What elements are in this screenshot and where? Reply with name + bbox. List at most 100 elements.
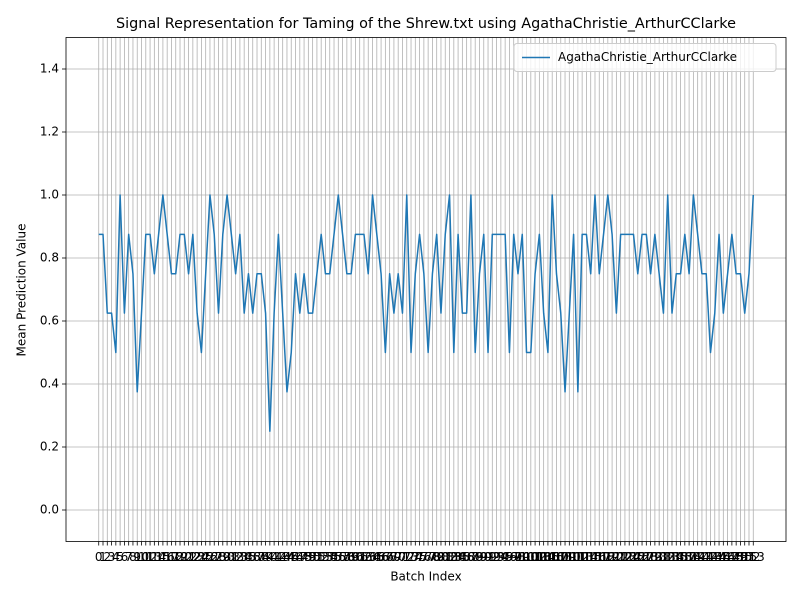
x-tick-label: 124: [618, 550, 641, 564]
x-tick-label: 25: [198, 550, 213, 564]
x-tick-label: 30: [219, 550, 234, 564]
x-tick-label: 86: [459, 550, 474, 564]
x-tick-label: 23: [189, 550, 204, 564]
x-tick-label: 59: [343, 550, 358, 564]
x-tick-label: 0: [95, 550, 103, 564]
x-tick-label: 81: [438, 550, 453, 564]
x-tick-label: 143: [699, 550, 722, 564]
x-tick-label: 75: [412, 550, 427, 564]
x-tick-label: 43: [275, 550, 290, 564]
x-tick-label: 100: [515, 550, 538, 564]
axes-frame: [65, 37, 787, 542]
x-tick-label: 95: [498, 550, 513, 564]
x-tick-label: 3: [108, 550, 116, 564]
y-tick-label: 0.8: [40, 251, 59, 265]
y-tick-label: 0.4: [40, 377, 59, 391]
x-tick-label: 134: [661, 550, 684, 564]
x-tick-label: 41: [266, 550, 281, 564]
x-tick-label: 126: [626, 550, 649, 564]
x-tick-label: 8: [129, 550, 137, 564]
x-tick-label: 148: [720, 550, 743, 564]
x-tick-label: 98: [510, 550, 525, 564]
x-tick-label: 54: [322, 550, 337, 564]
x-tick-label: 46: [288, 550, 303, 564]
x-tick-label: 78: [425, 550, 440, 564]
x-tick-label: 104: [532, 550, 555, 564]
x-tick-label: 108: [549, 550, 572, 564]
x-tick-label: 33: [232, 550, 247, 564]
x-tick-label: 131: [648, 550, 671, 564]
x-tick-label: 64: [365, 550, 380, 564]
x-tick-label: 38: [254, 550, 269, 564]
x-tick-label: 34: [237, 550, 252, 564]
x-tick-label: 12: [142, 550, 157, 564]
x-tick-label: 101: [519, 550, 542, 564]
x-tick-label: 76: [416, 550, 431, 564]
x-tick-label: 5: [116, 550, 124, 564]
x-tick-label: 133: [656, 550, 679, 564]
x-tick-label: 73: [403, 550, 418, 564]
x-tick-label: 79: [429, 550, 444, 564]
x-tick-label: 116: [584, 550, 607, 564]
x-tick-label: 2: [103, 550, 111, 564]
x-tick-label: 89: [472, 550, 487, 564]
x-tick-label: 4: [112, 550, 120, 564]
x-tick-label: 68: [382, 550, 397, 564]
x-tick-label: 139: [682, 550, 705, 564]
x-tick-label: 20: [177, 550, 192, 564]
x-tick-label: 93: [489, 550, 504, 564]
x-tick-label: 50: [305, 550, 320, 564]
x-tick-label: 31: [224, 550, 239, 564]
x-tick-label: 137: [673, 550, 696, 564]
x-tick-label: 94: [493, 550, 508, 564]
x-tick-label: 102: [524, 550, 547, 564]
x-tick-label: 113: [571, 550, 594, 564]
x-tick-label: 144: [703, 550, 726, 564]
x-tick-label: 96: [502, 550, 517, 564]
x-tick-label: 106: [541, 550, 564, 564]
x-tick-label: 47: [292, 550, 307, 564]
y-tick-label: 0.2: [40, 440, 59, 454]
y-tick-label: 1.0: [40, 188, 59, 202]
x-tick-label: 7: [125, 550, 133, 564]
x-tick-label: 18: [168, 550, 183, 564]
x-tick-label: 10: [134, 550, 149, 564]
x-tick-label: 147: [716, 550, 739, 564]
data-line: [98, 194, 755, 432]
x-tick-label: 149: [725, 550, 748, 564]
x-tick-label: 130: [643, 550, 666, 564]
x-tick-label: 150: [729, 550, 752, 564]
x-tick-label: 27: [207, 550, 222, 564]
x-tick-label: 67: [378, 550, 393, 564]
x-tick-label: 84: [450, 550, 465, 564]
x-tick-label: 125: [622, 550, 645, 564]
x-tick-label: 9: [133, 550, 141, 564]
x-tick-label: 110: [558, 550, 581, 564]
x-tick-label: 118: [592, 550, 615, 564]
x-tick-label: 52: [314, 550, 329, 564]
y-tick-label: 0.6: [40, 314, 59, 328]
x-tick-label: 127: [631, 550, 654, 564]
x-tick-label: 92: [485, 550, 500, 564]
x-tick-label: 15: [155, 550, 170, 564]
y-tick-label: 0.0: [40, 503, 59, 517]
x-tick-label: 90: [476, 550, 491, 564]
x-tick-label: 11: [138, 550, 153, 564]
x-tick-label: 22: [185, 550, 200, 564]
x-tick-label: 36: [245, 550, 260, 564]
x-tick-label: 121: [605, 550, 628, 564]
x-tick-label: 71: [395, 550, 410, 564]
x-tick-label: 62: [356, 550, 371, 564]
x-tick-label: 39: [258, 550, 273, 564]
x-tick-label: 140: [686, 550, 709, 564]
x-tick-label: 6: [121, 550, 129, 564]
x-tick-label: 138: [678, 550, 701, 564]
x-tick-label: 85: [455, 550, 470, 564]
x-tick-label: 115: [579, 550, 602, 564]
x-tick-label: 44: [279, 550, 294, 564]
x-tick-label: 123: [613, 550, 636, 564]
x-tick-label: 132: [652, 550, 675, 564]
x-tick-label: 114: [575, 550, 598, 564]
x-tick-label: 16: [160, 550, 175, 564]
